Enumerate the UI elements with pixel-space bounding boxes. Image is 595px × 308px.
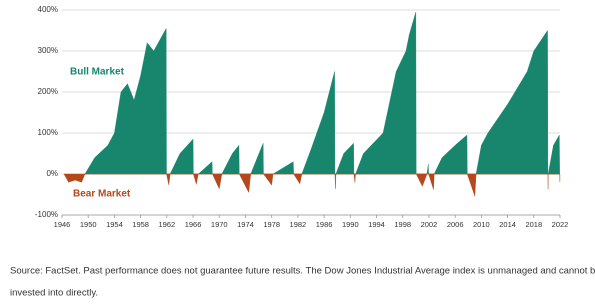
- y-tick-label: 400%: [38, 5, 58, 14]
- y-tick-label: 300%: [38, 46, 58, 55]
- x-tick-label: 2022: [552, 220, 569, 229]
- y-tick-label: 0%: [46, 169, 58, 178]
- x-tick-label: 1998: [394, 220, 411, 229]
- series-label: Bull Market: [70, 67, 125, 78]
- y-tick-label: 200%: [38, 87, 58, 96]
- x-tick-label: 1990: [342, 220, 359, 229]
- x-tick-label: 2002: [421, 220, 438, 229]
- x-tick-label: 1982: [290, 220, 307, 229]
- area: [84, 11, 560, 175]
- x-tick-label: 1974: [237, 220, 254, 229]
- x-tick-label: 2006: [447, 220, 464, 229]
- source-line: Source: FactSet. Past performance does n…: [10, 266, 595, 277]
- x-tick-label: 1954: [106, 220, 123, 229]
- x-tick-label: 1946: [54, 220, 71, 229]
- x-tick-label: 1978: [263, 220, 280, 229]
- x-tick-label: 2010: [473, 220, 490, 229]
- source-line: invested into directly.: [10, 288, 98, 299]
- area: [63, 173, 561, 197]
- series-label: Bear Market: [73, 189, 131, 200]
- x-tick-label: 2014: [499, 220, 516, 229]
- x-tick-label: 2018: [525, 220, 542, 229]
- x-tick-label: 1970: [211, 220, 228, 229]
- x-tick-label: 1994: [368, 220, 385, 229]
- y-tick-label: -100%: [35, 210, 58, 219]
- x-tick-label: 1986: [316, 220, 333, 229]
- x-tick-label: 1962: [158, 220, 175, 229]
- x-tick-label: 1958: [132, 220, 149, 229]
- y-tick-label: 100%: [38, 128, 58, 137]
- x-tick-label: 1950: [80, 220, 97, 229]
- x-tick-label: 1966: [185, 220, 202, 229]
